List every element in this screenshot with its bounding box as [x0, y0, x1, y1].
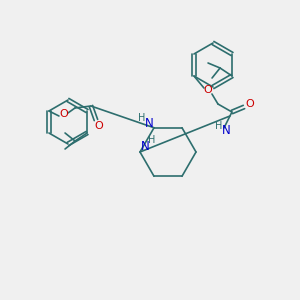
Text: O: O	[60, 109, 68, 119]
Text: N: N	[145, 117, 153, 130]
Text: O: O	[246, 99, 254, 109]
Text: H: H	[148, 135, 156, 145]
Text: O: O	[204, 85, 212, 95]
Text: N: N	[141, 140, 149, 152]
Text: O: O	[94, 121, 103, 131]
Text: N: N	[222, 124, 230, 136]
Text: H: H	[215, 121, 223, 131]
Text: H: H	[138, 113, 146, 123]
